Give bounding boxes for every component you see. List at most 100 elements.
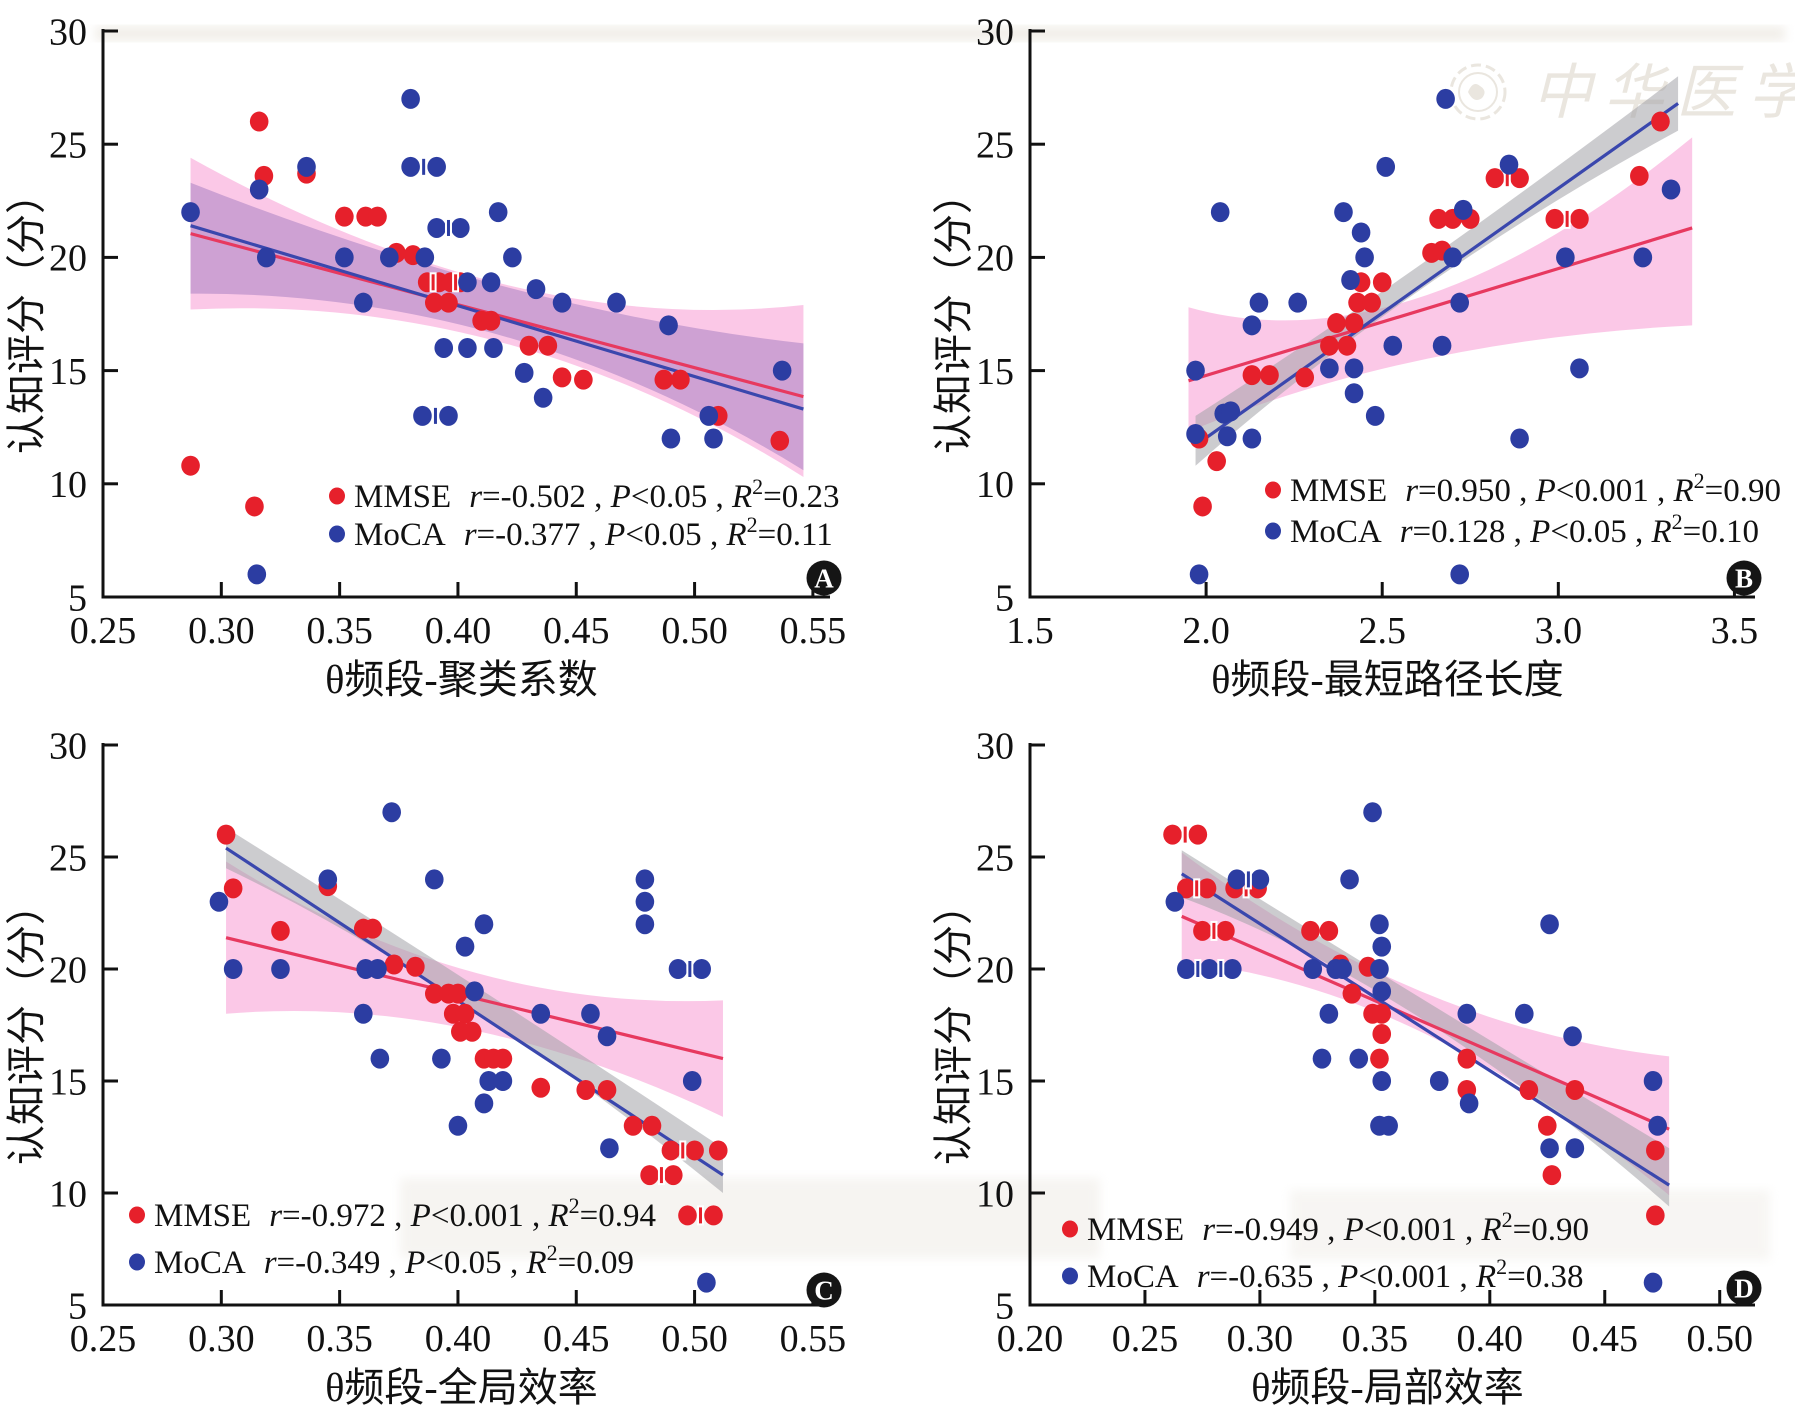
moca-data-point (635, 869, 655, 890)
moca-confidence-band (1195, 76, 1679, 466)
x-tick-label: 0.55 (780, 610, 847, 652)
mmse-data-point (493, 1048, 513, 1069)
x-tick-label: 3.0 (1535, 610, 1583, 652)
moca-data-point (635, 891, 655, 912)
mmse-data-point (424, 983, 444, 1004)
moca-data-point (1200, 959, 1219, 979)
y-tick-label: 25 (49, 837, 87, 879)
mmse-data-point (654, 369, 674, 390)
moca-data-point (247, 564, 267, 585)
x-tick-label: 0.25 (1112, 1318, 1179, 1360)
mmse-data-point (1295, 367, 1315, 388)
moca-data-point (493, 1071, 513, 1091)
x-tick-label: 0.30 (1227, 1318, 1294, 1360)
moca-data-point (1351, 222, 1371, 243)
axes-C: 0.25 0.30 0.35 0.40 0.45 0.50 0.55 5 10 15 20 25 30 (49, 725, 846, 1360)
mmse-data-point (640, 1165, 659, 1186)
x-tick-label: 0.45 (543, 610, 610, 652)
moca-data-point (380, 247, 399, 268)
moca-data-point (1227, 869, 1247, 890)
mmse-data-point (481, 310, 501, 331)
mmse-data-point (1301, 920, 1320, 941)
moca-confidence-band (226, 827, 723, 1193)
moca-data-point (697, 1272, 716, 1293)
mmse-data-point (1344, 313, 1364, 334)
mmse-regression-line (1181, 914, 1670, 1131)
moca-data-point (772, 360, 792, 381)
panel-badge-A: A (806, 560, 842, 596)
moca-overlap-tick (1244, 869, 1252, 890)
moca-data-point (1383, 335, 1403, 356)
mmse-data-point (462, 1021, 482, 1042)
x-tick-label: 2.5 (1358, 610, 1406, 652)
moca-overlap-tick (686, 959, 694, 979)
panel-badge-letter: A (814, 564, 834, 594)
moca-data-point (353, 1003, 373, 1024)
moca-data-point (451, 217, 470, 238)
moca-points (1165, 802, 1667, 1293)
moca-data-point (1165, 891, 1185, 912)
moca-confidence-band (1181, 850, 1670, 1207)
moca-data-point (488, 202, 508, 223)
moca-data-point (1453, 199, 1473, 220)
moca-legend-marker-icon (129, 1253, 145, 1271)
mmse-data-point (1320, 335, 1339, 356)
moca-data-point (1633, 247, 1653, 268)
panel-badge-D: D (1726, 1270, 1762, 1306)
mmse-legend-text: MMSE r=-0.972 , P<0.001 , R2=0.94 (154, 1193, 656, 1234)
mmse-data-point (1372, 1003, 1392, 1024)
moca-data-point (249, 179, 269, 200)
mmse-data-point (519, 335, 539, 356)
moca-data-point (458, 337, 477, 358)
moca-data-point (1288, 292, 1307, 313)
axes-A: 0.25 0.30 0.35 0.40 0.45 0.50 0.55 5 10 15 20 25 30 (49, 11, 846, 652)
moca-data-point (1540, 1138, 1559, 1159)
y-tick-label: 30 (49, 725, 87, 767)
moca-data-point (1250, 869, 1270, 890)
moca-data-point (256, 247, 276, 268)
moca-data-point (474, 1093, 494, 1114)
moca-data-point (1450, 564, 1470, 585)
y-tick-label: 30 (49, 11, 87, 53)
mmse-data-point (245, 496, 264, 517)
x-tick-label: 0.50 (1686, 1318, 1753, 1360)
panel-C: 0.25 0.30 0.35 0.40 0.45 0.50 0.55 5 10 15 20 25 30 θ… (4, 725, 846, 1410)
axes-D: 0.20 0.25 0.30 0.35 0.40 0.45 0.50 5 10 15 20 25 30 (976, 725, 1755, 1360)
moca-data-point (1341, 270, 1360, 291)
mmse-data-point (1646, 1140, 1665, 1161)
moca-overlap-tick (1194, 959, 1202, 979)
moca-overlap-tick (444, 217, 452, 238)
mmse-data-point (384, 954, 404, 975)
moca-legend-text: MoCA r=-0.349 , P<0.05 , R2=0.09 (154, 1240, 634, 1281)
mmse-data-point (1260, 365, 1279, 386)
moca-data-point (692, 959, 711, 979)
moca-data-point (209, 891, 229, 912)
x-tick-label: 0.50 (661, 1318, 728, 1360)
moca-data-point (1450, 292, 1470, 313)
mmse-data-point (1651, 111, 1670, 132)
moca-data-point (1334, 202, 1353, 223)
panel-badge-letter: D (1734, 1274, 1754, 1304)
mmse-data-point (576, 1079, 596, 1100)
mmse-data-point (1429, 208, 1448, 229)
moca-data-point (503, 247, 522, 268)
moca-data-point (424, 869, 444, 890)
moca-data-point (600, 1138, 619, 1159)
moca-data-point (434, 337, 454, 358)
y-tick-label: 10 (49, 464, 87, 506)
panel-B: 1.5 2.0 2.5 3.0 3.5 5 10 15 20 25 30 θ频段-最短路径长度 认知评分… (931, 11, 1781, 702)
moca-data-point (1223, 959, 1242, 979)
y-tick-label: 10 (976, 1173, 1014, 1215)
y-tick-label: 5 (995, 577, 1014, 619)
mmse-data-point (1163, 824, 1182, 845)
moca-data-point (1349, 1048, 1369, 1069)
mmse-data-point (1519, 1079, 1539, 1100)
panel-badge-letter: C (814, 1276, 834, 1306)
moca-data-point (1643, 1272, 1663, 1293)
y-tick-label: 5 (68, 1285, 87, 1327)
y-tick-label: 5 (68, 577, 87, 619)
moca-data-point (1510, 428, 1529, 449)
x-tick-label: 0.25 (70, 1318, 137, 1360)
moca-data-point (1177, 959, 1196, 979)
